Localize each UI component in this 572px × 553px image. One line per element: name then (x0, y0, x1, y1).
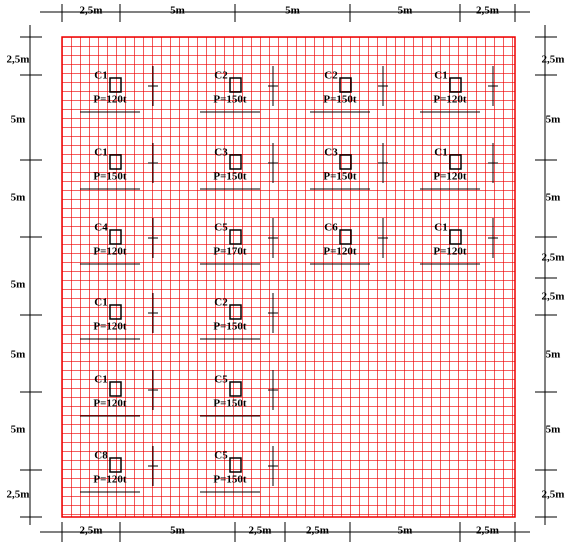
dim-label-left: 5m (11, 279, 26, 291)
column-name: C6 (324, 222, 338, 234)
dim-label-left: 5m (11, 424, 26, 436)
dim-label-top: 2,5m (476, 5, 499, 17)
dim-label-bottom: 5m (170, 525, 185, 537)
dim-label-right: 5m (546, 424, 561, 436)
column-box (109, 304, 122, 320)
column-name: C1 (94, 297, 107, 309)
column-load: P=120t (433, 94, 466, 106)
dim-label-left: 2,5m (7, 54, 30, 66)
column-box (109, 77, 122, 93)
column-load: P=150t (323, 171, 356, 183)
column-load: P=170t (213, 246, 246, 258)
column-name: C8 (94, 450, 108, 462)
column-name: C1 (434, 70, 447, 82)
dim-label-bottom: 2,5m (249, 525, 272, 537)
column-load: P=120t (93, 398, 126, 410)
column-box (229, 77, 242, 93)
column-box (229, 457, 242, 473)
dim-label-right: 2,5m (542, 252, 565, 264)
dim-label-top: 5m (170, 5, 185, 17)
column-name: C4 (94, 222, 108, 234)
column-box (109, 457, 122, 473)
column-box (339, 229, 352, 245)
dim-label-top: 5m (398, 5, 413, 17)
column-box (449, 229, 462, 245)
dim-label-bottom: 2,5m (80, 525, 103, 537)
column-load: P=120t (93, 321, 126, 333)
column-load: P=150t (323, 94, 356, 106)
content: 2,5m 5m 5m 5m 2,5m 2,5m 5m 2,5m 2,5m 5m 2,5m 2,5m 5m… (7, 4, 565, 542)
dim-label-bottom: 5m (398, 525, 413, 537)
column-load: P=120t (93, 94, 126, 106)
dim-label-right: 2,5m (542, 489, 565, 501)
column-name: C5 (214, 222, 228, 234)
column-name: C3 (214, 147, 228, 159)
dim-label-left: 5m (11, 114, 26, 126)
dim-label-right: 5m (546, 349, 561, 361)
dim-label-left: 5m (11, 192, 26, 204)
column-load: P=120t (323, 246, 356, 258)
column-box (229, 154, 242, 170)
column-load: P=120t (433, 171, 466, 183)
column-box (339, 154, 352, 170)
dim-label-top: 5m (285, 5, 300, 17)
dim-label-bottom: 2,5m (476, 525, 499, 537)
column-box (339, 77, 352, 93)
column-name: C1 (434, 147, 447, 159)
column-name: C1 (94, 147, 107, 159)
dim-label-right: 5m (546, 114, 561, 126)
column-load: P=120t (433, 246, 466, 258)
dim-label-right: 2,5m (542, 291, 565, 303)
column-name: C2 (214, 70, 228, 82)
column-box (109, 154, 122, 170)
column-box (229, 304, 242, 320)
dim-label-left: 2,5m (7, 489, 30, 501)
column-load: P=150t (93, 171, 126, 183)
column-box (229, 381, 242, 397)
column-name: C1 (434, 222, 447, 234)
column-name: C5 (214, 374, 228, 386)
foundation-mesh (61, 36, 516, 518)
column-name: C2 (214, 297, 228, 309)
column-box (109, 381, 122, 397)
column-name: C5 (214, 450, 228, 462)
column-box (109, 229, 122, 245)
column-name: C2 (324, 70, 338, 82)
column-load: P=150t (213, 171, 246, 183)
dim-label-bottom: 2,5m (306, 525, 329, 537)
column-load: P=120t (93, 246, 126, 258)
dim-label-top: 2,5m (80, 5, 103, 17)
column-box (449, 154, 462, 170)
column-name: C1 (94, 70, 107, 82)
dim-label-left: 5m (11, 349, 26, 361)
dim-label-right: 2,5m (542, 54, 565, 66)
column-load: P=120t (93, 474, 126, 486)
dim-label-right: 5m (546, 192, 561, 204)
column-box (229, 229, 242, 245)
column-name: C1 (94, 374, 107, 386)
column-load: P=150t (213, 398, 246, 410)
column-name: C3 (324, 147, 338, 159)
column-load: P=150t (213, 321, 246, 333)
column-load: P=150t (213, 94, 246, 106)
column-load: P=150t (213, 474, 246, 486)
column-box (449, 77, 462, 93)
